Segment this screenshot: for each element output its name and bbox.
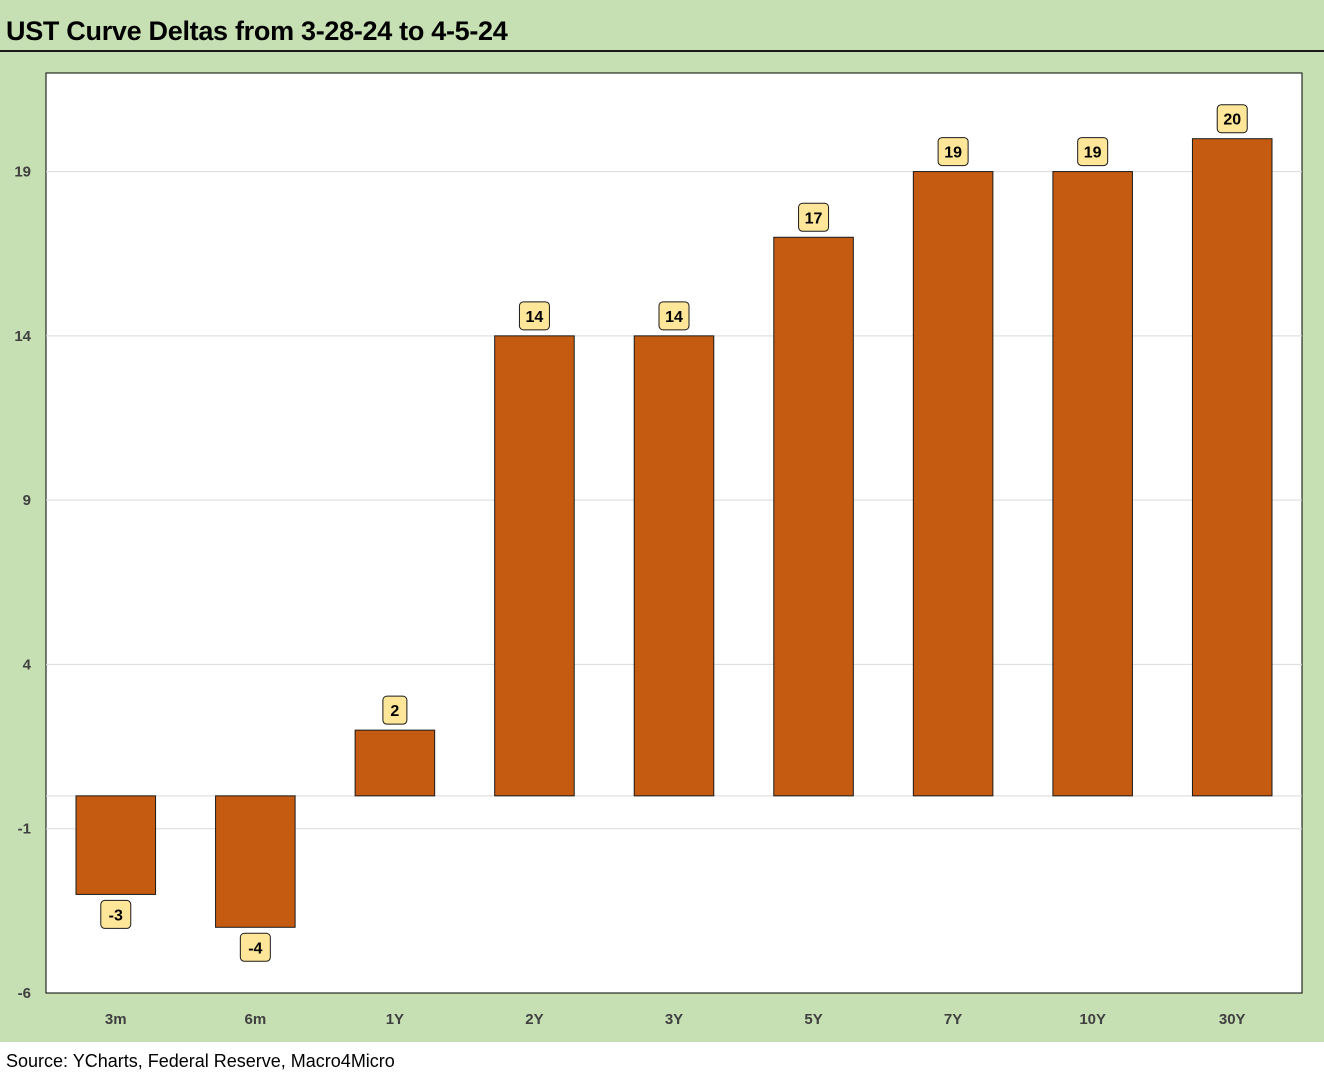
data-label-text: 17 [805,210,823,227]
data-label-text: 14 [526,309,544,326]
data-label: -3 [100,899,132,929]
data-label-text: -4 [248,940,262,957]
x-tick-label: 10Y [1079,1011,1106,1028]
x-tick-label: 30Y [1219,1011,1246,1028]
bar-2Y [494,335,575,797]
y-axis: -6 -1 4 9 14 19 [14,164,31,1002]
data-labels: -3 -4 2 14 14 17 19 19 20 [100,104,1248,962]
data-label: 19 [1077,137,1109,167]
y-tick-label: 14 [14,328,31,345]
bar-5Y [773,236,854,797]
y-tick-label: -1 [18,821,31,838]
data-label-box [1216,104,1248,134]
data-label-text: 19 [1084,145,1102,162]
bar-3Y [633,335,715,797]
data-label-box [239,932,271,962]
bar-3m [75,795,157,895]
y-tick-label: 9 [23,492,31,509]
data-label-box [798,202,830,232]
data-label-box [382,695,408,725]
data-label: 19 [937,137,969,167]
data-label-text: 19 [944,145,962,162]
title-bar: UST Curve Deltas from 3-28-24 to 4-5-24 [0,0,1324,52]
source-note: Source: YCharts, Federal Reserve, Macro4… [6,1051,395,1071]
x-tick-label: 7Y [944,1011,962,1028]
page-title: UST Curve Deltas from 3-28-24 to 4-5-24 [6,16,508,46]
bar-6m [215,795,296,928]
x-tick-label: 5Y [804,1011,822,1028]
data-label-text: 20 [1223,112,1241,129]
data-label: 14 [658,301,690,331]
data-label-box [100,899,132,929]
data-label: 2 [382,695,408,725]
bar-7Y [912,171,994,797]
data-label-text: 2 [390,703,399,720]
x-tick-label: 6m [244,1011,266,1028]
x-tick-label: 3Y [665,1011,683,1028]
bar-chart: -6 -1 4 9 14 19 3m 6m 1Y 2Y 3Y 5Y 7Y 10Y 30Y -3 -4 2 14 1… [14,72,1303,1028]
data-label: 14 [518,301,550,331]
data-label-box [1077,137,1109,167]
x-tick-label: 3m [105,1011,127,1028]
bars [75,138,1273,928]
y-tick-label: -6 [18,985,31,1002]
data-label-text: -3 [109,907,123,924]
data-label: -4 [239,932,271,962]
data-label-box [658,301,690,331]
data-label-box [937,137,969,167]
data-label: 20 [1216,104,1248,134]
data-label-box [518,301,550,331]
x-tick-label: 2Y [525,1011,543,1028]
data-label: 17 [798,202,830,232]
y-tick-label: 19 [14,164,31,181]
bar-1Y [354,729,436,797]
data-label-text: 14 [665,309,683,326]
y-tick-label: 4 [23,656,32,673]
x-tick-label: 1Y [386,1011,404,1028]
bar-10Y [1052,171,1133,797]
bar-30Y [1191,138,1273,797]
x-axis: 3m 6m 1Y 2Y 3Y 5Y 7Y 10Y 30Y [105,1011,1246,1028]
